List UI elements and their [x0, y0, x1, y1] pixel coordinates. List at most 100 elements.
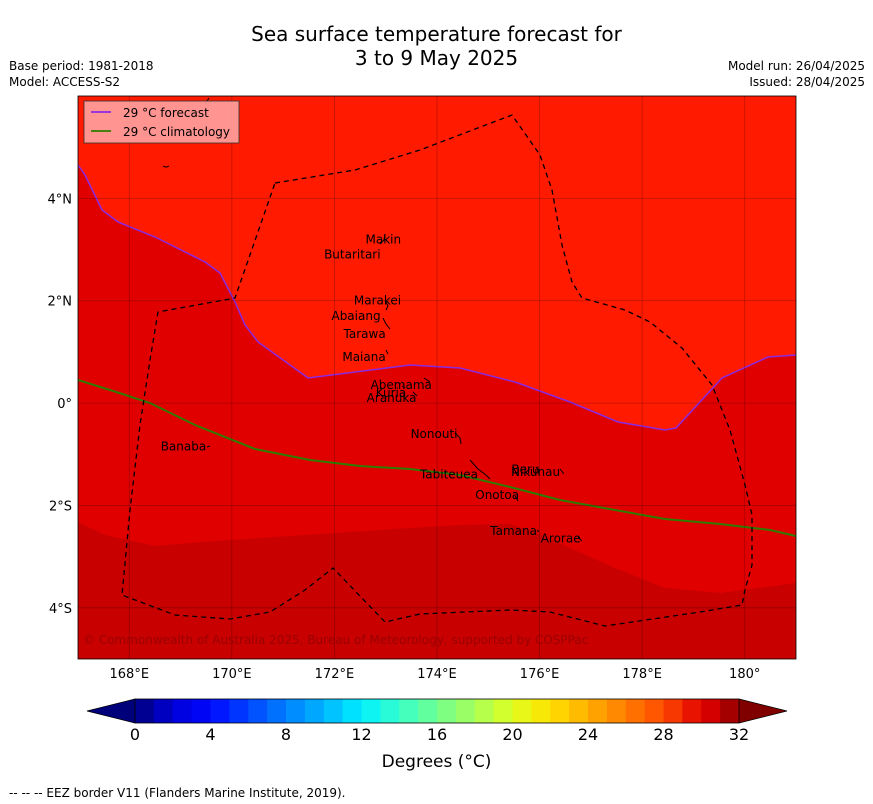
colorbar-bin	[153, 699, 174, 723]
place-label: Banaba	[161, 440, 207, 454]
place-label: Butaritari	[324, 248, 381, 262]
place-label: Arorae	[541, 532, 581, 546]
colorbar-bin	[286, 699, 306, 723]
place-label: Makin	[365, 232, 401, 246]
colorbar-tick-label: 20	[502, 725, 522, 744]
colorbar-bin	[512, 699, 532, 723]
place-label: Tamana	[489, 524, 537, 538]
lat-tick-label: 0°	[57, 397, 72, 412]
meta-right: Model run: 26/04/2025 Issued: 28/04/2025	[728, 58, 865, 90]
eez-border	[121, 114, 753, 627]
colorbar-bin	[644, 699, 664, 723]
colorbar-label: Degrees (°C)	[381, 752, 492, 772]
colorbar-bin	[342, 699, 362, 723]
colorbar-bin	[606, 699, 627, 723]
colorbar-bin	[701, 699, 721, 723]
lat-tick-label: 2°N	[48, 295, 73, 310]
lon-tick-label: 168°E	[110, 667, 150, 682]
colorbar-bin	[135, 699, 155, 723]
colorbar-tick-label: 16	[427, 725, 447, 744]
place-label: Kuria	[376, 386, 407, 400]
colorbar-bin	[437, 699, 457, 723]
place-label: Tarawa	[343, 327, 386, 341]
colorbar-bin	[625, 699, 646, 723]
base-period: Base period: 1981-2018	[9, 59, 154, 73]
colorbar-tick-label: 0	[130, 725, 140, 744]
place-label: Nikunau	[511, 465, 560, 479]
colorbar-bin	[418, 699, 438, 723]
meta-left: Base period: 1981-2018 Model: ACCESS-S2	[9, 58, 154, 90]
colorbar-bin	[210, 699, 230, 723]
lon-tick-label: 178°E	[622, 667, 662, 682]
colorbar-bin	[493, 699, 513, 723]
lat-tick-label: 4°S	[49, 602, 72, 617]
colorbar-frame	[134, 698, 740, 724]
colorbar-tick-label: 4	[205, 725, 215, 744]
colorbar-bin	[380, 699, 400, 723]
colorbar-bin	[474, 699, 495, 723]
place-label: Nonouti	[411, 427, 458, 441]
place-label: Abemama	[371, 378, 432, 392]
colorbar-bin	[361, 699, 381, 723]
title-line-1: Sea surface temperature forecast for	[251, 22, 622, 46]
place-label: Beru	[511, 463, 539, 477]
lat-ticks: 4°N 2°N 0° 2°S 4°S	[48, 192, 73, 616]
colorbar-bin	[720, 699, 740, 723]
colorbar	[86, 698, 788, 724]
climatology-isotherm-29	[78, 379, 796, 537]
colorbar-bin	[399, 699, 419, 723]
colorbar-min-extend	[86, 698, 136, 724]
lat-tick-label: 2°S	[49, 499, 72, 514]
copyright-notice: © Commonwealth of Australia 2025, Bureau…	[83, 633, 588, 647]
legend-climatology-label: 29 °C climatology	[123, 125, 230, 139]
map-frame	[77, 95, 797, 660]
region-28-29	[78, 165, 796, 659]
map-fields: © Commonwealth of Australia 2025, Bureau…	[78, 96, 796, 659]
lat-tick-label: 4°N	[48, 192, 73, 207]
chart-title: Sea surface temperature forecast for 3 t…	[0, 22, 873, 70]
place-label: Aranuka	[367, 391, 417, 405]
gridlines	[78, 96, 796, 659]
forecast-isotherm-29	[78, 164, 796, 431]
colorbar-bin	[267, 699, 287, 723]
issued-date: Issued: 28/04/2025	[749, 75, 865, 89]
colorbar-bin	[663, 699, 683, 723]
colorbar-bin	[455, 699, 476, 723]
lon-tick-label: 176°E	[520, 667, 560, 682]
colorbar-bin	[248, 699, 268, 723]
region-27-28	[78, 522, 796, 659]
legend-forecast-label: 29 °C forecast	[123, 106, 209, 120]
title-line-2: 3 to 9 May 2025	[354, 46, 519, 70]
colorbar-tick-label: 8	[281, 725, 291, 744]
legend-box: 29 °C forecast 29 °C climatology	[83, 100, 240, 144]
colorbar-bin	[682, 699, 702, 723]
place-label: Tabiteuea	[419, 468, 478, 482]
colorbar-ticks: 0 4 8 12 16 20 24 28 32	[130, 725, 749, 744]
eez-footnote: -- -- -- EEZ border V11 (Flanders Marine…	[9, 786, 346, 800]
lon-tick-label: 174°E	[417, 667, 457, 682]
lon-ticks: 168°E 170°E 172°E 174°E 176°E 178°E 180°	[110, 667, 761, 682]
lon-tick-label: 170°E	[212, 667, 252, 682]
colorbar-bin	[550, 699, 570, 723]
colorbar-bin	[191, 699, 211, 723]
lon-tick-label: 180°	[729, 667, 760, 682]
colorbar-tick-label: 28	[653, 725, 673, 744]
place-label: Abaiang	[331, 309, 380, 323]
lon-tick-label: 172°E	[315, 667, 355, 682]
colorbar-bin	[304, 699, 325, 723]
place-label: Maiana	[342, 350, 385, 364]
model-name: Model: ACCESS-S2	[9, 75, 121, 89]
place-label: Marakei	[354, 294, 401, 308]
colorbar-tick-label: 24	[578, 725, 598, 744]
colorbar-bin	[323, 699, 344, 723]
place-label: Onotoa	[475, 488, 519, 502]
colorbar-max-extend	[738, 698, 788, 724]
colorbar-tick-label: 32	[729, 725, 749, 744]
colorbar-bin	[172, 699, 193, 723]
model-run: Model run: 26/04/2025	[727, 59, 865, 73]
colorbar-bin	[229, 699, 249, 723]
colorbar-tick-label: 12	[351, 725, 371, 744]
colorbar-bin	[588, 699, 608, 723]
